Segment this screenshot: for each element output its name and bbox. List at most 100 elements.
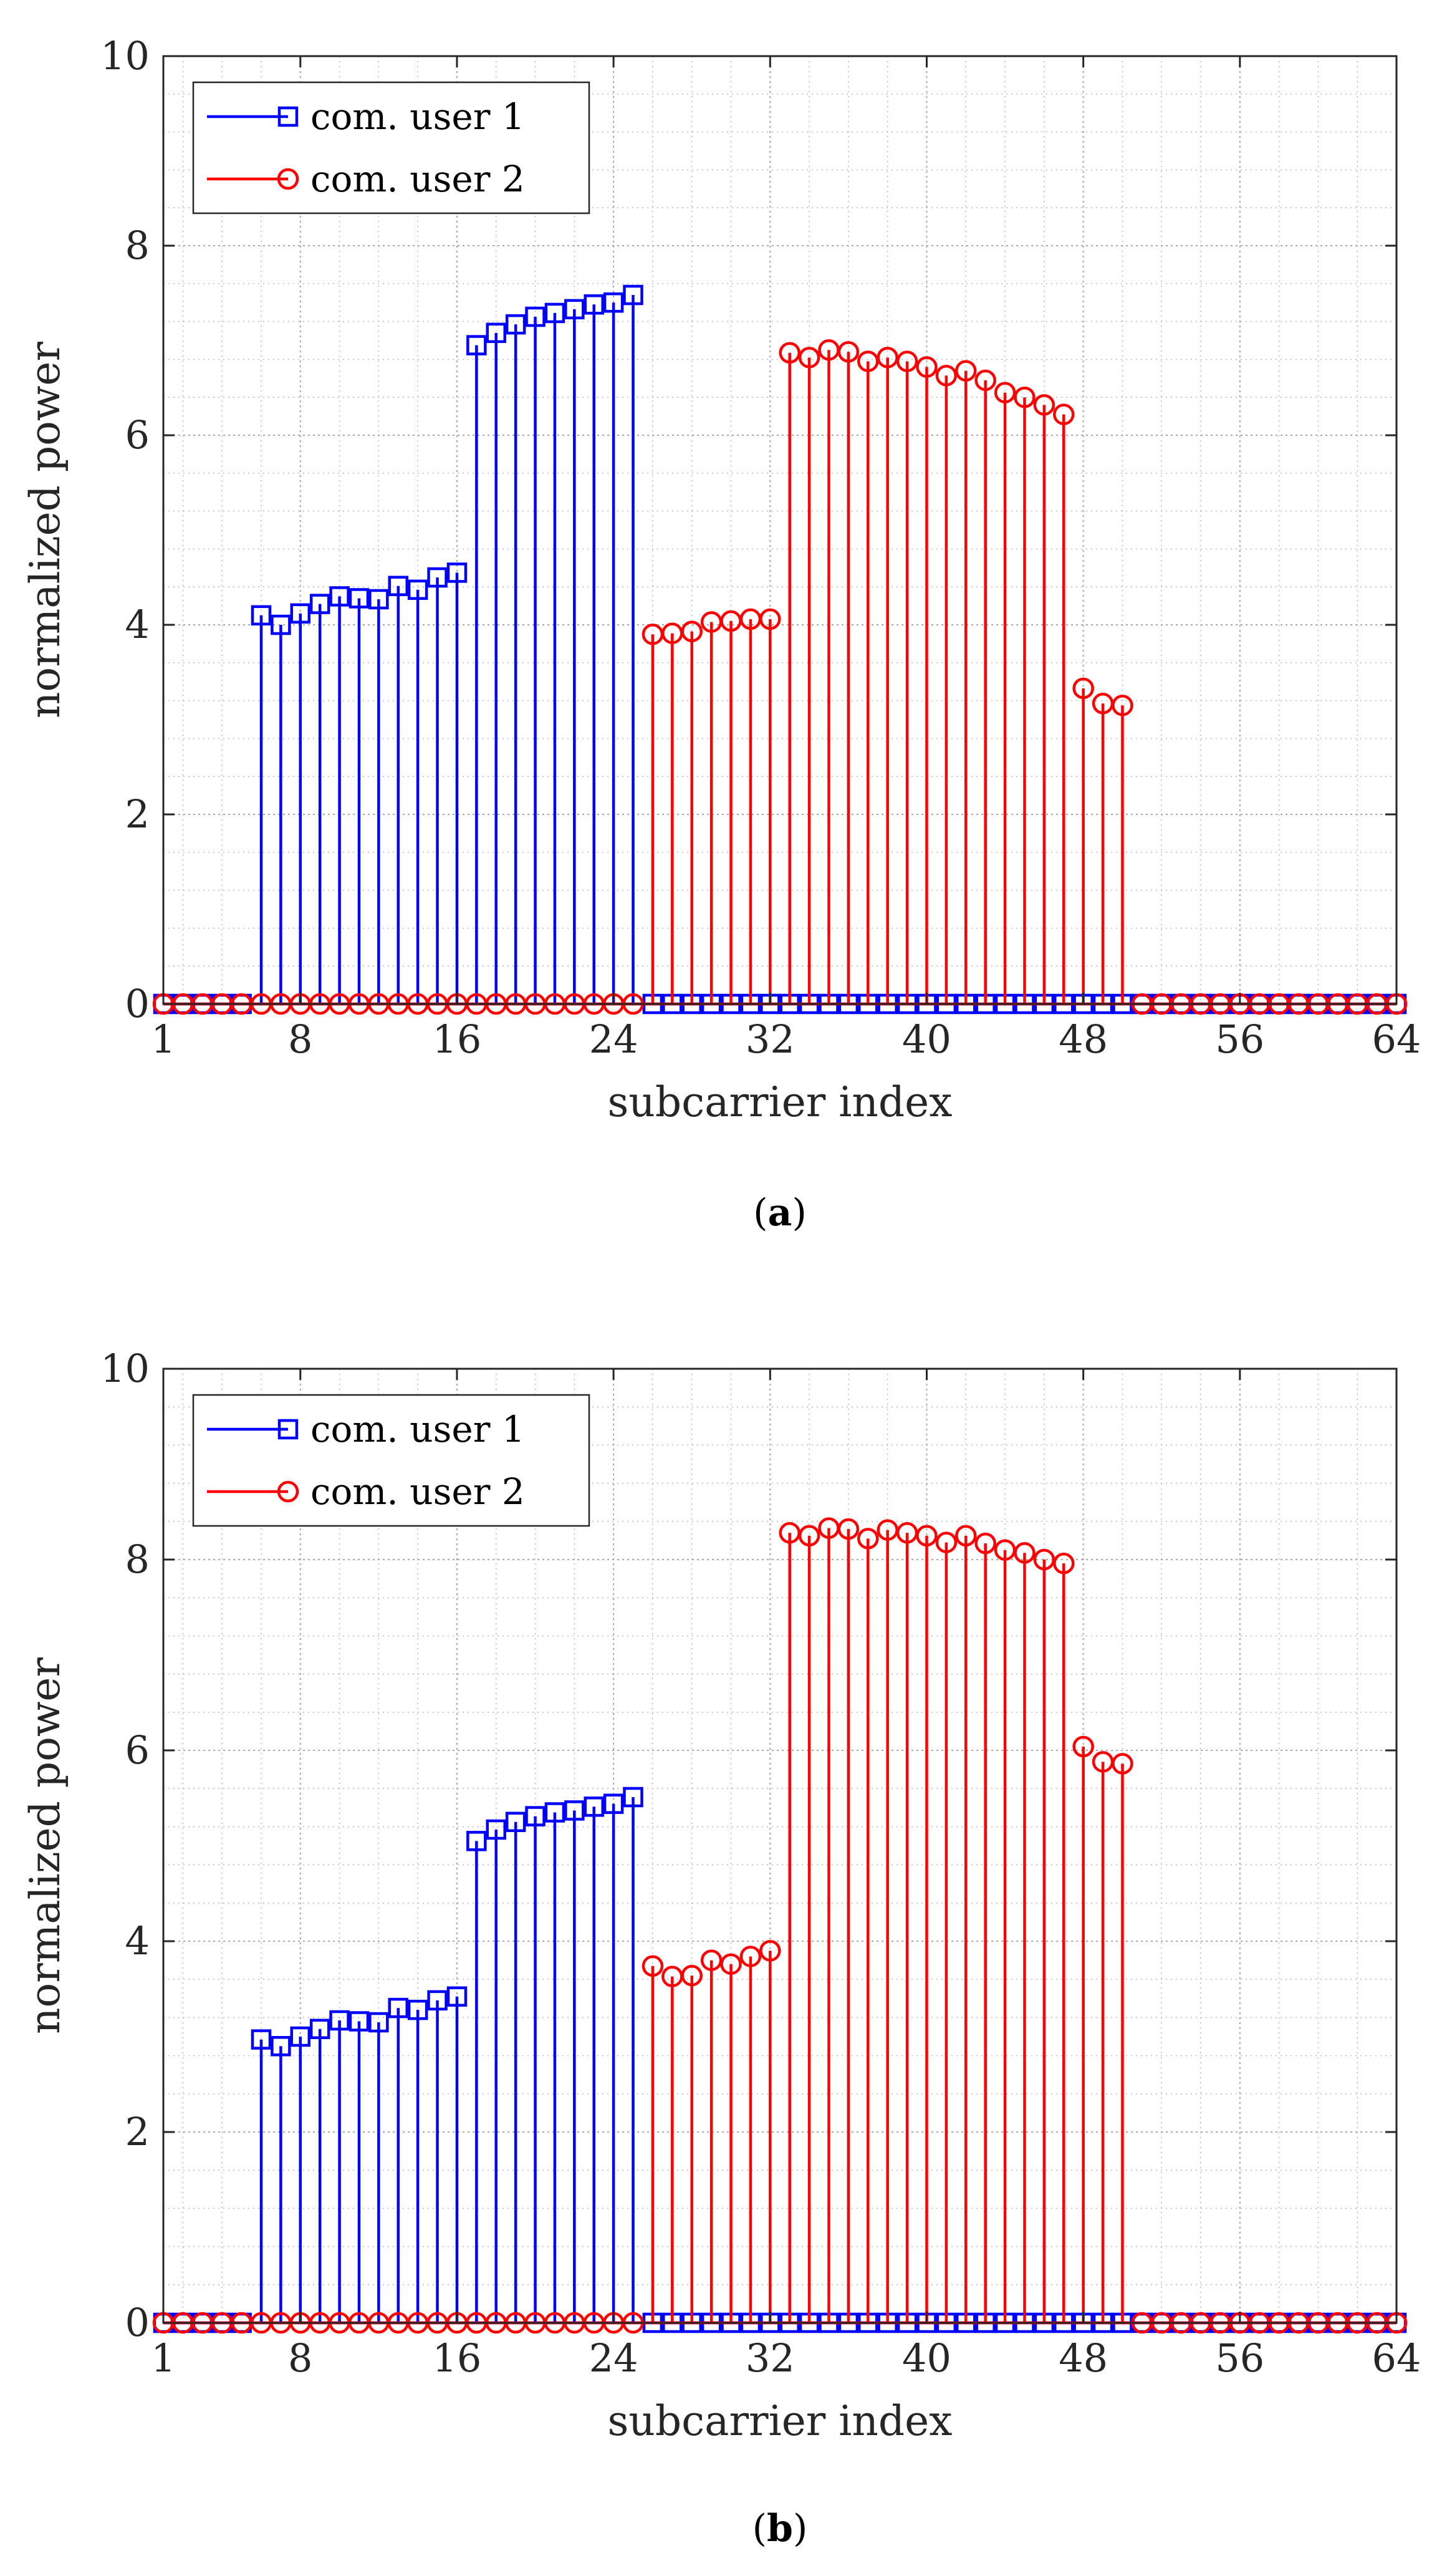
y-axis-label: normalized power: [21, 1657, 69, 2035]
plot-area: [163, 56, 1396, 1004]
data-point: [427, 567, 448, 588]
data-point: [486, 322, 506, 344]
y-tick-label: 0: [125, 2300, 150, 2345]
data-point: [309, 2019, 330, 2040]
data-point: [505, 1811, 526, 1832]
data-point: [1033, 394, 1055, 416]
data-point: [1014, 1542, 1036, 1564]
data-point: [466, 1831, 487, 1851]
y-tick-label: 6: [125, 412, 150, 458]
data-point: [681, 1964, 703, 1987]
legend-label: com. user 1: [310, 95, 525, 138]
y-tick-label: 8: [125, 1536, 150, 1582]
data-point: [271, 2036, 291, 2057]
data-point: [1033, 1548, 1055, 1571]
y-tick-label: 10: [100, 1346, 150, 1391]
y-tick-label: 2: [125, 2109, 150, 2154]
y-tick-label: 8: [125, 223, 150, 268]
panel-label: a: [768, 1191, 792, 1235]
y-tick-label: 6: [125, 1727, 150, 1773]
data-point: [329, 2010, 350, 2031]
data-point: [681, 620, 703, 642]
data-point: [877, 347, 898, 369]
x-tick-label: 32: [746, 2335, 795, 2381]
data-point: [407, 579, 428, 601]
data-point: [446, 1986, 468, 2007]
data-point: [544, 302, 565, 324]
legend-marker: [277, 1480, 299, 1503]
data-point: [857, 350, 879, 372]
data-point: [584, 294, 604, 315]
data-point: [896, 350, 918, 372]
data-point: [466, 335, 487, 355]
data-point: [1112, 694, 1133, 716]
x-tick-label: 64: [1372, 2335, 1421, 2381]
data-point: [388, 576, 409, 596]
legend-entry: com. user 1: [207, 1408, 525, 1450]
y-tick-label: 0: [125, 981, 150, 1026]
data-point: [759, 608, 781, 630]
data-point: [564, 1800, 585, 1821]
data-point: [974, 1532, 996, 1555]
data-point: [368, 2012, 389, 2033]
x-tick-label: 16: [432, 2335, 481, 2381]
data-point: [251, 2029, 272, 2050]
legend-entry: com. user 2: [207, 1470, 525, 1513]
y-tick-label: 2: [125, 791, 150, 837]
data-point: [837, 340, 860, 363]
data-point: [1014, 386, 1036, 408]
data-point: [994, 382, 1016, 403]
data-point: [935, 1532, 958, 1553]
legend-box: [192, 81, 590, 215]
data-point: [525, 306, 546, 327]
legend-marker: [277, 1419, 299, 1440]
x-tick-label: 24: [589, 1016, 638, 1062]
data-point: [916, 356, 938, 378]
data-point: [1072, 677, 1094, 700]
x-tick-label: 56: [1215, 2335, 1264, 2381]
data-point: [348, 588, 370, 609]
data-point: [623, 1787, 643, 1808]
legend-label: com. user 2: [310, 1470, 525, 1513]
data-point: [623, 284, 643, 306]
x-tick-label: 40: [902, 2335, 951, 2381]
data-point: [407, 1999, 428, 2020]
data-point: [779, 342, 800, 364]
x-tick-label: 48: [1059, 1016, 1108, 1062]
legend: com. user 1 com. user 2: [192, 81, 590, 215]
data-point: [290, 2026, 311, 2047]
data-point: [505, 314, 526, 335]
data-point: [720, 1953, 742, 1975]
data-point: [525, 1806, 546, 1826]
axes-box: [162, 55, 1398, 1005]
data-point: [486, 1819, 506, 1840]
legend-marker: [277, 106, 299, 127]
legend-label: com. user 1: [310, 1408, 525, 1450]
x-tick-label: 48: [1059, 2335, 1108, 2381]
data-point: [271, 614, 291, 635]
axes-box: [162, 1368, 1398, 2324]
data-point: [642, 1955, 664, 1977]
data-point: [544, 1802, 565, 1823]
x-tick-label: 32: [746, 1016, 795, 1062]
x-tick-label: 1: [151, 2335, 175, 2381]
x-axis-label: subcarrier index: [608, 1078, 953, 1126]
y-tick-label: 4: [125, 1918, 150, 1964]
data-point: [1072, 1735, 1094, 1758]
panel-label: b: [767, 2507, 793, 2550]
data-point: [290, 603, 311, 624]
data-point: [857, 1528, 879, 1550]
data-point: [1053, 1552, 1075, 1575]
data-point: [348, 2011, 370, 2032]
legend-entry: com. user 1: [207, 95, 525, 138]
data-point: [955, 360, 977, 382]
data-point: [603, 292, 624, 313]
panel-caption: (b): [752, 2507, 808, 2550]
data-point: [837, 1518, 860, 1540]
data-point: [446, 562, 468, 583]
x-tick-label: 8: [288, 1016, 312, 1062]
data-point: [251, 605, 272, 626]
x-tick-label: 56: [1215, 1016, 1264, 1062]
